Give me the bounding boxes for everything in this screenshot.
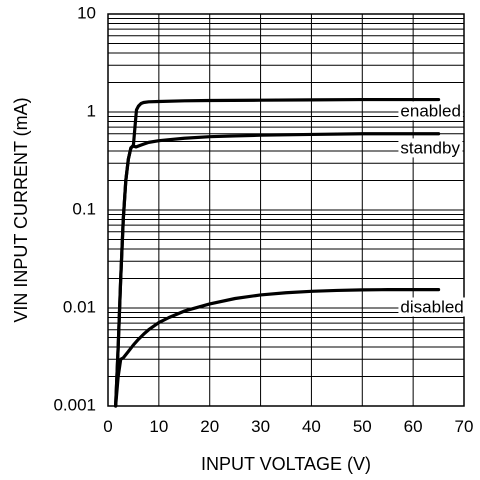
series-label-background bbox=[398, 101, 463, 121]
series-labels: enabled standby disabled bbox=[398, 101, 466, 317]
y-tick-label: 0.001 bbox=[53, 395, 96, 414]
series-label-background bbox=[398, 297, 466, 317]
x-tick-label: 60 bbox=[404, 417, 423, 436]
plot-frame bbox=[107, 13, 465, 407]
x-tick-label: 50 bbox=[353, 417, 372, 436]
series-label-group-enabled: enabled bbox=[398, 101, 463, 121]
series-line-standby bbox=[114, 132, 441, 408]
x-tick-label: 10 bbox=[149, 417, 168, 436]
y-tick-label: 0.1 bbox=[72, 199, 96, 218]
y-tick-label: 1 bbox=[87, 101, 96, 120]
grid bbox=[108, 14, 464, 406]
y-tick-labels: 0.001 0.01 0.1 1 10 bbox=[53, 3, 96, 414]
x-tick-label: 40 bbox=[302, 417, 321, 436]
series-label-background bbox=[398, 138, 463, 158]
x-tick-label: 30 bbox=[251, 417, 270, 436]
y-tick-label: 10 bbox=[77, 3, 96, 22]
x-tick-label: 70 bbox=[455, 417, 474, 436]
y-tick-label: 0.01 bbox=[63, 297, 96, 316]
curves bbox=[114, 97, 441, 408]
series-label-group-standby: standby bbox=[398, 138, 463, 158]
series-label-enabled: enabled bbox=[400, 101, 461, 120]
series-line-enabled bbox=[114, 97, 441, 408]
series-label-standby: standby bbox=[400, 138, 460, 157]
x-tick-label: 20 bbox=[200, 417, 219, 436]
series-label-group-disabled: disabled bbox=[398, 297, 466, 317]
series-line-disabled bbox=[114, 288, 441, 408]
x-tick-labels: 0 10 20 30 40 50 60 70 bbox=[103, 417, 473, 436]
x-tick-label: 0 bbox=[103, 417, 112, 436]
x-axis-label: INPUT VOLTAGE (V) bbox=[201, 454, 371, 474]
y-axis-label: VIN INPUT CURRENT (mA) bbox=[11, 97, 31, 322]
series-label-disabled: disabled bbox=[400, 297, 463, 316]
